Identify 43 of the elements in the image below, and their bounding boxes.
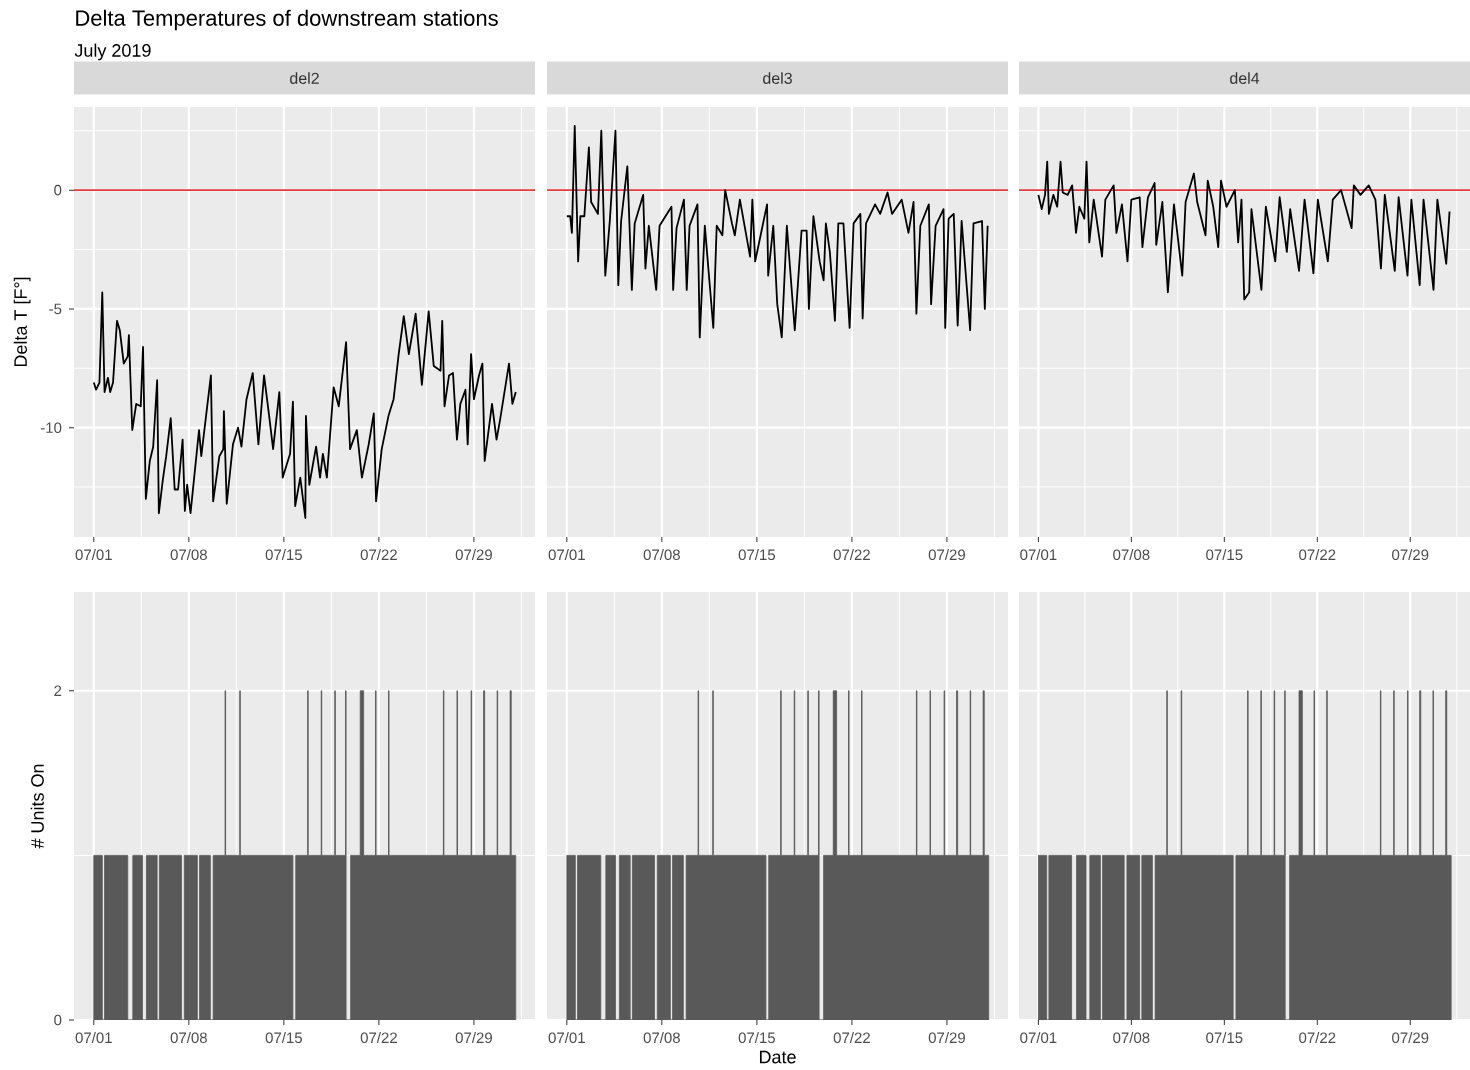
text: July 2019	[74, 43, 151, 61]
x-tick-label: 07/01	[1020, 549, 1057, 561]
y-tick-label: 0	[54, 1014, 62, 1026]
x-tick-label: 07/29	[455, 1032, 492, 1044]
text: Delta Temperatures of downstream stations	[76, 9, 498, 31]
x-tick-label: 07/01	[75, 1032, 112, 1044]
x-tick-label: 07/01	[548, 549, 585, 561]
y-tick-label: -10	[40, 422, 62, 434]
x-tick-label: 07/15	[738, 1032, 776, 1044]
x-tick-label: 07/22	[1299, 549, 1336, 561]
x-tick-label: 07/29	[928, 1032, 965, 1044]
x-tick-label: 07/29	[1392, 1032, 1429, 1044]
x-tick-label: 07/15	[1206, 549, 1243, 561]
y-axis-title: Delta T [F°]	[13, 277, 31, 367]
x-tick-label: 07/08	[170, 549, 207, 561]
chart-title: del4	[1230, 72, 1260, 84]
x-tick-label: 07/22	[1299, 1032, 1336, 1044]
x-axis-title: Date	[759, 1050, 796, 1064]
x-tick-label: 07/08	[643, 549, 680, 561]
x-tick-label: 07/15	[738, 549, 776, 561]
x-tick-label: 07/08	[1113, 549, 1150, 561]
x-tick-label: 07/01	[548, 1032, 585, 1044]
y-axis-title: # Units On	[30, 764, 44, 849]
chart-title: del2	[290, 72, 319, 84]
x-tick-label: 07/08	[1113, 1032, 1150, 1044]
x-tick-label: 07/22	[833, 549, 870, 561]
x-tick-label: 07/08	[643, 1032, 680, 1044]
x-tick-label: 07/22	[360, 549, 397, 561]
chart-title: del3	[763, 72, 792, 84]
x-tick-label: 07/15	[265, 1032, 302, 1044]
x-tick-label: 07/29	[928, 549, 965, 561]
x-tick-label: 07/15	[265, 549, 302, 561]
x-tick-label: 07/15	[1206, 1032, 1243, 1044]
x-tick-label: 07/22	[360, 1032, 397, 1044]
y-tick-label: 0	[54, 184, 62, 196]
y-tick-label: 2	[54, 685, 62, 696]
x-tick-label: 07/01	[75, 549, 112, 561]
x-tick-label: 07/01	[1020, 1032, 1057, 1044]
x-tick-label: 07/22	[833, 1032, 870, 1044]
y-tick-label: -5	[49, 303, 62, 315]
x-tick-label: 07/29	[1392, 549, 1429, 561]
x-tick-label: 07/29	[455, 549, 492, 561]
x-tick-label: 07/08	[170, 1032, 207, 1044]
